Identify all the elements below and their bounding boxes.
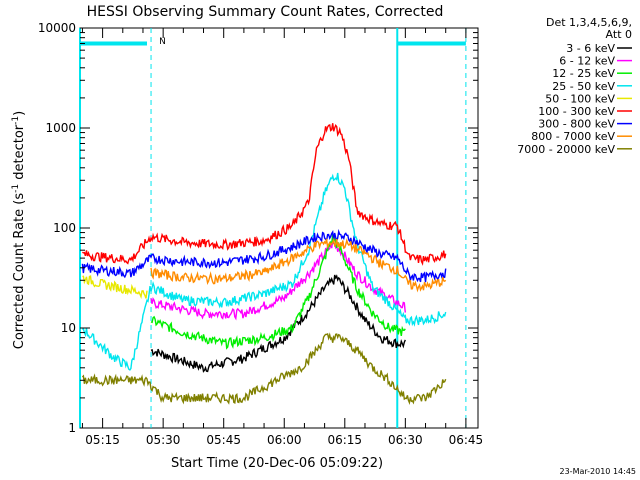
legend-label-2: 12 - 25 keV [552, 67, 615, 80]
y-label-mid: detector [12, 124, 27, 184]
y-tick-label: 10000 [38, 21, 76, 35]
night-markers: N [79, 28, 467, 428]
series-line-3 [81, 172, 447, 371]
legend-header-line1: Det 1,3,4,5,6,9, [546, 16, 632, 29]
x-tick-label: 05:30 [146, 433, 181, 447]
x-tick-label: 05:45 [206, 433, 241, 447]
legend-label-1: 6 - 12 keV [559, 55, 615, 68]
legend-label-0: 3 - 6 keV [566, 42, 615, 55]
annotation-n: N [159, 37, 166, 47]
series-line-8 [81, 332, 447, 406]
series-line-2 [150, 234, 406, 350]
y-label-main: Corrected Count Rate (s [12, 193, 27, 350]
y-label-sup2: -1 [11, 116, 21, 125]
legend-label-5: 100 - 300 keV [538, 105, 615, 118]
plot-border [79, 27, 479, 429]
x-tick-label: 06:15 [327, 433, 362, 447]
x-tick-label: 06:45 [449, 433, 484, 447]
legend-label-8: 7000 - 20000 keV [517, 143, 615, 156]
y-tick-label: 10 [61, 321, 76, 335]
legend-label-6: 300 - 800 keV [538, 118, 615, 131]
series-line-4 [82, 275, 148, 300]
plot-frame [79, 27, 479, 429]
timestamp: 23-Mar-2010 14:45 [560, 467, 637, 476]
y-axis-label: Corrected Count Rate (s-1 detector-1) [11, 111, 27, 349]
legend-header-line2: Att 0 [606, 28, 632, 41]
x-tick-label: 06:00 [267, 433, 302, 447]
y-label-end: ) [12, 111, 27, 116]
x-tick-label: 05:15 [85, 433, 120, 447]
y-tick-label: 1000 [45, 121, 76, 135]
y-tick-label: 1 [68, 421, 76, 435]
axes-layer: 1 10 100 1000 10000 05:15 05:30 05:45 06:00 06:15… [38, 21, 483, 447]
series-line-7 [150, 237, 447, 293]
x-axis-label: Start Time (20-Dec-06 05:09:22) [171, 456, 383, 471]
chart-title: HESSI Observing Summary Count Rates, Cor… [87, 4, 444, 20]
series-line-5 [81, 123, 447, 266]
legend-label-3: 25 - 50 keV [552, 80, 615, 93]
series-line-1 [150, 240, 406, 321]
series-line-6 [81, 228, 447, 283]
legend-label-4: 50 - 100 keV [545, 92, 615, 105]
y-tick-label: 100 [53, 221, 76, 235]
x-tick-label: 06:30 [388, 433, 423, 447]
series-layer [81, 123, 447, 406]
y-label-sup1: -1 [11, 184, 21, 193]
legend-label-7: 800 - 7000 keV [531, 130, 615, 143]
series-line-0 [150, 274, 406, 373]
